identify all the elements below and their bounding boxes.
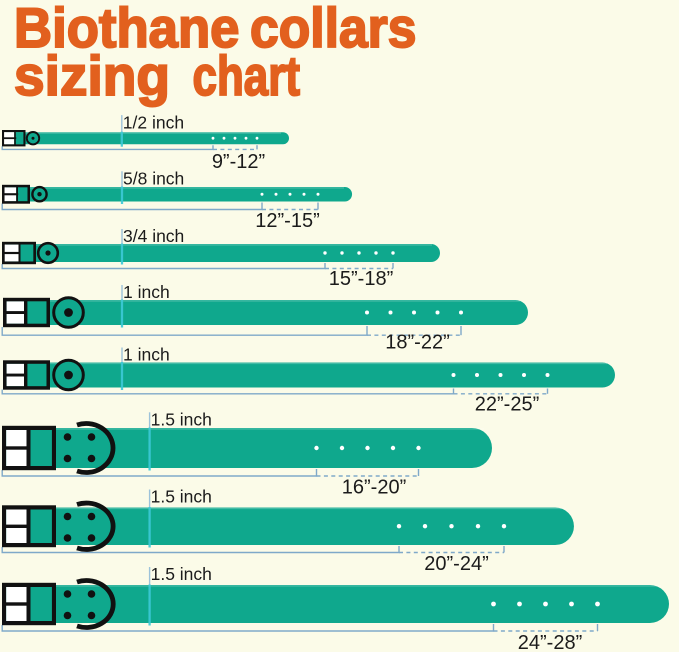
- svg-text:1/2 inch: 1/2 inch: [123, 112, 184, 132]
- svg-text:collars: collars: [250, 0, 417, 59]
- svg-text:sizing: sizing: [14, 45, 170, 107]
- svg-text:1.5 inch: 1.5 inch: [151, 410, 212, 430]
- svg-text:3/4 inch: 3/4 inch: [123, 226, 184, 246]
- svg-text:1 inch: 1 inch: [123, 282, 170, 302]
- svg-text:1 inch: 1 inch: [123, 345, 170, 365]
- svg-text:18”-22”: 18”-22”: [385, 332, 449, 354]
- svg-text:24”-28”: 24”-28”: [518, 632, 582, 652]
- svg-text:12”-15”: 12”-15”: [255, 210, 319, 232]
- svg-text:Biothane: Biothane: [14, 0, 240, 59]
- svg-text:5/8 inch: 5/8 inch: [123, 168, 184, 188]
- svg-text:15”-18”: 15”-18”: [329, 268, 393, 290]
- svg-text:9”-12”: 9”-12”: [212, 151, 265, 173]
- svg-text:chart: chart: [193, 45, 301, 107]
- svg-text:1.5 inch: 1.5 inch: [151, 564, 212, 584]
- svg-text:1.5 inch: 1.5 inch: [151, 487, 212, 507]
- svg-text:16”-20”: 16”-20”: [342, 477, 406, 499]
- svg-text:20”-24”: 20”-24”: [424, 553, 488, 575]
- svg-text:22”-25”: 22”-25”: [475, 394, 539, 416]
